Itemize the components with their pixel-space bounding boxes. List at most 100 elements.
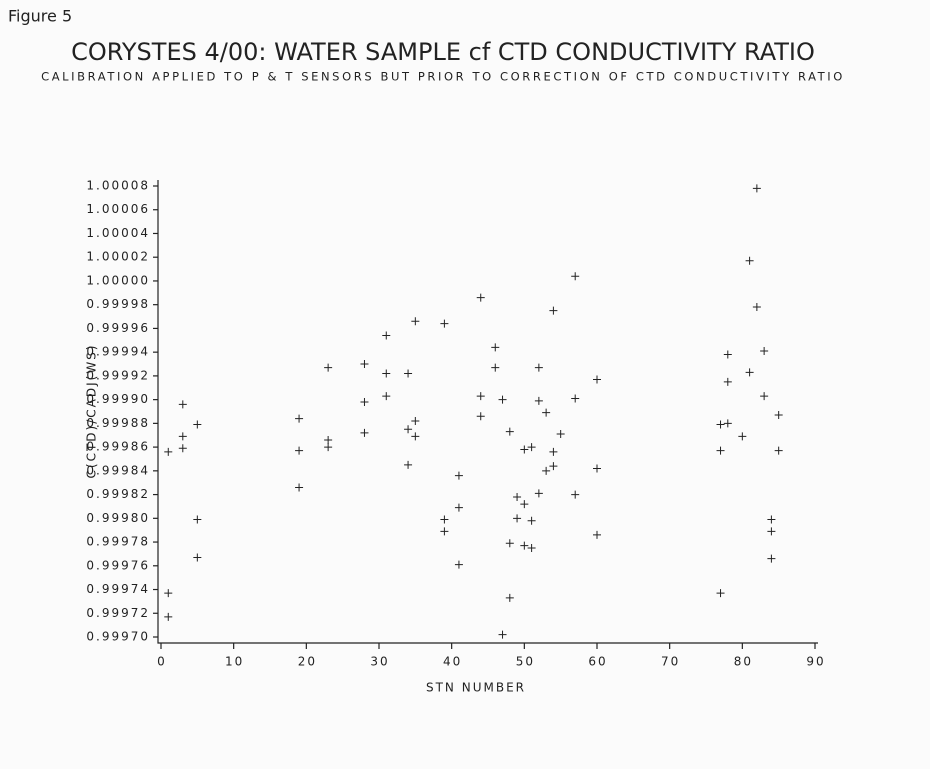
point [520, 500, 529, 509]
y-tick-label: 0.99972 [86, 606, 150, 620]
point [767, 554, 776, 563]
point [571, 490, 580, 499]
point [505, 539, 514, 548]
point [454, 503, 463, 512]
point [454, 471, 463, 480]
point [295, 414, 304, 423]
y-tick-label: 1.00002 [86, 250, 150, 264]
point [542, 408, 551, 417]
point [723, 377, 732, 386]
point [760, 346, 769, 355]
point [505, 593, 514, 602]
y-tick-label: 0.99986 [86, 440, 150, 454]
y-tick-label: 0.99990 [86, 392, 150, 406]
point [440, 515, 449, 524]
point [404, 369, 413, 378]
point [549, 462, 558, 471]
x-tick-label: 90 [806, 655, 825, 669]
point [498, 395, 507, 404]
y-tick-label: 0.99980 [86, 511, 150, 525]
point [404, 425, 413, 434]
point [411, 416, 420, 425]
x-tick-label: 60 [588, 655, 607, 669]
chart-title: CORYSTES 4/00: WATER SAMPLE cf CTD CONDU… [71, 38, 815, 66]
x-axis-label: STN NUMBER [426, 681, 526, 695]
point [534, 396, 543, 405]
x-tick-label: 30 [370, 655, 389, 669]
point [745, 368, 754, 377]
point [716, 589, 725, 598]
point [716, 420, 725, 429]
point [549, 306, 558, 315]
y-tick-label: 0.99994 [86, 345, 150, 359]
y-tick-label: 0.99984 [86, 463, 150, 477]
point [476, 293, 485, 302]
y-tick-label: 0.99970 [86, 630, 150, 644]
point [476, 392, 485, 401]
point [527, 516, 536, 525]
y-tick-label: 0.99978 [86, 535, 150, 549]
point [491, 343, 500, 352]
y-tick-label: 1.00000 [86, 273, 150, 287]
x-tick-label: 70 [661, 655, 680, 669]
point [716, 446, 725, 455]
point [527, 443, 536, 452]
x-tick-label: 10 [225, 655, 244, 669]
point [556, 430, 565, 439]
point [534, 489, 543, 498]
y-tick-label: 0.99998 [86, 297, 150, 311]
point [324, 363, 333, 372]
point [360, 398, 369, 407]
point [767, 527, 776, 536]
y-tick-label: 0.99976 [86, 558, 150, 572]
point [752, 184, 761, 193]
x-tick-label: 0 [157, 655, 167, 669]
point [542, 466, 551, 475]
point [491, 363, 500, 372]
point [752, 303, 761, 312]
y-tick-label: 1.00008 [86, 179, 150, 193]
point [193, 553, 202, 562]
point [193, 420, 202, 429]
x-tick-label: 50 [516, 655, 535, 669]
point [723, 419, 732, 428]
point [571, 394, 580, 403]
point [505, 427, 514, 436]
y-tick-label: 1.00004 [86, 226, 150, 240]
point [476, 412, 485, 421]
y-tick-label: 1.00006 [86, 202, 150, 216]
point [360, 360, 369, 369]
point [498, 630, 507, 639]
point [534, 363, 543, 372]
point [593, 375, 601, 384]
point [440, 319, 449, 328]
x-tick-label: 40 [443, 655, 462, 669]
point [404, 460, 413, 469]
point [520, 541, 529, 550]
point [382, 392, 391, 401]
y-tick-label: 0.99996 [86, 321, 150, 335]
axes [157, 180, 818, 644]
point [745, 256, 754, 265]
point [411, 317, 420, 326]
point [178, 444, 187, 453]
point [513, 492, 522, 501]
point [767, 515, 776, 524]
y-tick-label: 0.99992 [86, 368, 150, 382]
point [593, 530, 601, 539]
point [760, 392, 769, 401]
y-tick-label: 0.99974 [86, 582, 150, 596]
point [549, 447, 558, 456]
point [164, 589, 173, 598]
point [324, 435, 333, 444]
point [774, 446, 783, 455]
point [513, 514, 522, 523]
point [295, 446, 304, 455]
point [360, 428, 369, 437]
chart-subtitle: CALIBRATION APPLIED TO P & T SENSORS BUT… [41, 70, 845, 84]
point [527, 543, 536, 552]
point [571, 272, 580, 281]
y-tick-label: 0.99988 [86, 416, 150, 430]
point [454, 560, 463, 569]
